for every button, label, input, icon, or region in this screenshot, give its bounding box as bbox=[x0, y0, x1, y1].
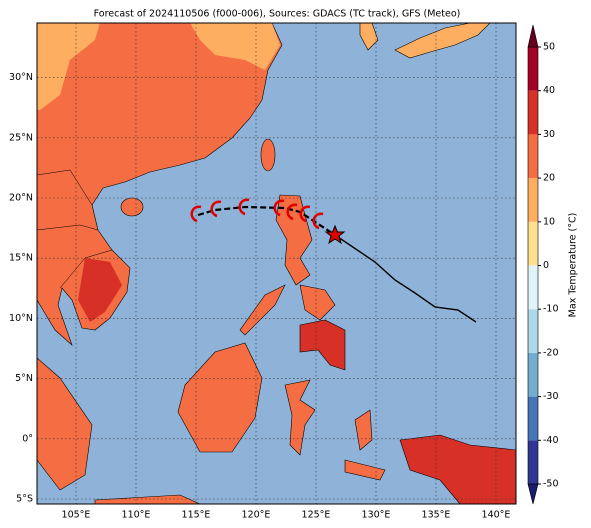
x-tick-label: 140°E bbox=[482, 510, 511, 521]
x-tick-label: 120°E bbox=[242, 510, 271, 521]
y-tick-label: 15°N bbox=[9, 253, 33, 264]
mindanao bbox=[299, 319, 346, 371]
colorbar-segment bbox=[528, 178, 538, 222]
taiwan bbox=[260, 138, 276, 172]
colorbar-tick-label: -10 bbox=[543, 304, 559, 315]
y-tick-label: 5°N bbox=[15, 373, 33, 384]
x-tick-label: 135°E bbox=[422, 510, 451, 521]
colorbar-segment bbox=[528, 440, 538, 484]
new-guinea bbox=[399, 434, 516, 504]
colorbar-tick-label: 10 bbox=[543, 216, 555, 227]
visayas bbox=[239, 284, 336, 336]
colorbar-tick-label: -30 bbox=[543, 391, 559, 402]
sulawesi bbox=[284, 379, 316, 456]
colorbar-tick-label: -50 bbox=[543, 479, 559, 490]
colorbar-segment bbox=[528, 265, 538, 310]
map-frame bbox=[36, 22, 517, 505]
x-tick-label: 115°E bbox=[182, 510, 211, 521]
colorbar-tick-label: -40 bbox=[543, 435, 559, 446]
map-area bbox=[37, 23, 516, 504]
colorbar-extend-bottom bbox=[527, 483, 539, 505]
x-tick-label: 130°E bbox=[362, 510, 391, 521]
borneo bbox=[177, 342, 263, 453]
colorbar-segment bbox=[528, 309, 538, 353]
y-tick-label: 20°N bbox=[9, 193, 33, 204]
cool-region bbox=[37, 23, 100, 110]
y-tick-label: 5°S bbox=[16, 494, 33, 505]
colorbar-extend-top bbox=[527, 24, 539, 48]
current-position bbox=[324, 224, 346, 245]
graticule bbox=[37, 23, 516, 504]
cool-region bbox=[190, 23, 280, 70]
sumatra bbox=[37, 357, 93, 491]
colorbar-segment bbox=[528, 47, 538, 91]
colorbar-tick-label: 0 bbox=[543, 260, 549, 271]
colorbar-segment bbox=[528, 221, 538, 266]
colorbar: -50 -40 -30 -20 -10 0 10 20 30 40 50 bbox=[527, 24, 559, 505]
y-tick-label: 30°N bbox=[9, 72, 33, 83]
hot-region bbox=[78, 258, 122, 322]
java bbox=[94, 494, 201, 504]
cyclone-symbols bbox=[190, 198, 324, 230]
y-tick-label: 25°N bbox=[9, 132, 33, 143]
colorbar-segment bbox=[528, 352, 538, 397]
colorbar-tick-label: 20 bbox=[543, 173, 555, 184]
maluku bbox=[344, 409, 386, 481]
colorbar-segment bbox=[528, 90, 538, 135]
colorbar-tick-label: 50 bbox=[543, 42, 555, 53]
colorbar-segment bbox=[528, 134, 538, 179]
colorbar-segment bbox=[528, 396, 538, 441]
x-tick-label: 125°E bbox=[302, 510, 331, 521]
map-title: Forecast of 2024110506 (f000-006), Sourc… bbox=[94, 9, 461, 20]
colorbar-tick-label: -20 bbox=[543, 347, 559, 358]
x-tick-label: 110°E bbox=[122, 510, 151, 521]
past-track bbox=[334, 234, 477, 323]
japan bbox=[359, 23, 491, 59]
y-tick-label: 0° bbox=[22, 433, 33, 444]
colorbar-tick-label: 30 bbox=[543, 129, 555, 140]
colorbar-label: Max Temperature (°C) bbox=[568, 213, 579, 318]
colorbar-tick-label: 40 bbox=[543, 85, 555, 96]
x-tick-label: 105°E bbox=[62, 510, 91, 521]
y-tick-label: 10°N bbox=[9, 313, 33, 324]
hainan bbox=[120, 197, 144, 217]
